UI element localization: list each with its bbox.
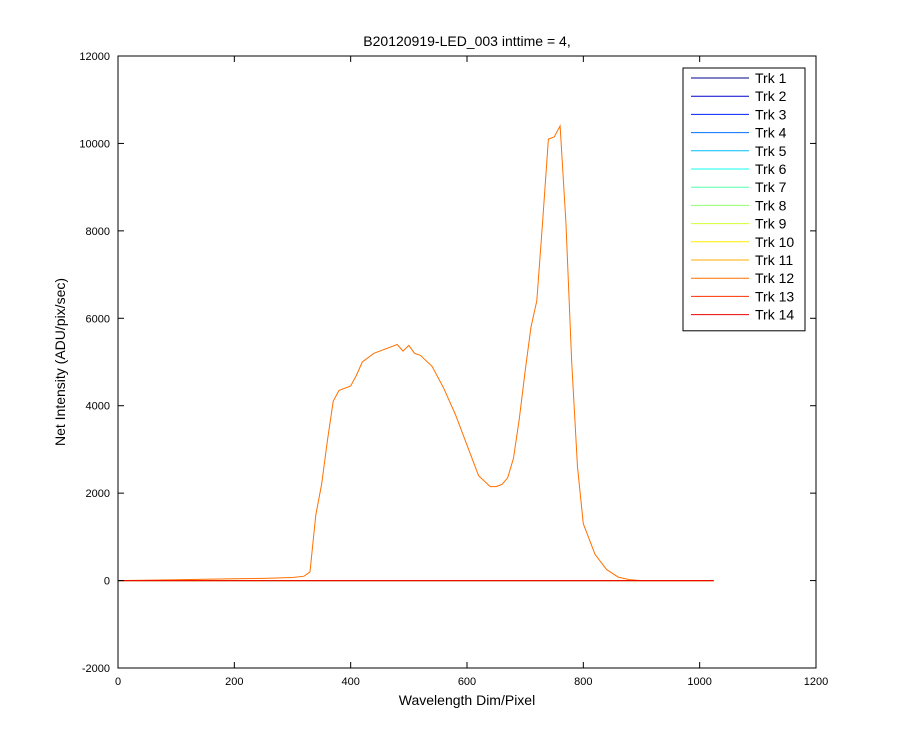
x-tick-label: 1000 [687, 676, 711, 688]
x-tick-label: 400 [341, 676, 359, 688]
x-tick-label: 0 [115, 676, 121, 688]
y-tick-label: 0 [104, 576, 110, 588]
x-tick-label: 200 [225, 676, 243, 688]
y-tick-label: 8000 [86, 226, 110, 238]
y-tick-label: 10000 [79, 138, 110, 150]
x-tick-label: 800 [574, 676, 592, 688]
legend-box [682, 67, 806, 332]
legend-label: Trk 1 [755, 70, 787, 86]
legend-label: Trk 9 [755, 216, 787, 232]
legend-label: Trk 10 [755, 234, 794, 250]
legend: Trk 1 Trk 2 Trk 3 Trk 4 Trk 5 Trk 6 Trk 7 Trk 8… [682, 67, 806, 332]
series-layer [117, 124, 714, 582]
y-tick-label: 4000 [86, 401, 110, 413]
legend-label: Trk 11 [755, 252, 793, 268]
legend-label: Trk 12 [755, 270, 794, 286]
legend-label: Trk 14 [755, 307, 794, 323]
x-axis: 0 200 400 600 800 1000 1200 [115, 56, 828, 688]
series-line-trk-12 [117, 124, 714, 582]
y-tick-label: 2000 [86, 488, 110, 500]
y-tick-label: 12000 [79, 51, 110, 63]
chart-title: B20120919-LED_003 inttime = 4, [363, 33, 570, 49]
legend-label: Trk 2 [755, 88, 787, 104]
legend-label: Trk 4 [755, 125, 787, 141]
legend-label: Trk 7 [755, 179, 787, 195]
legend-label: Trk 3 [755, 106, 787, 122]
y-axis: -2000 0 2000 4000 6000 8000 10000 12000 [79, 51, 816, 675]
x-tick-label: 600 [458, 676, 476, 688]
legend-label: Trk 6 [755, 161, 787, 177]
x-axis-label: Wavelength Dim/Pixel [399, 692, 535, 708]
legend-label: Trk 8 [755, 197, 787, 213]
x-tick-label: 1200 [804, 676, 828, 688]
legend-label: Trk 13 [755, 288, 794, 304]
y-axis-label: Net Intensity (ADU/pix/sec) [52, 278, 68, 446]
y-tick-label: -2000 [82, 663, 110, 675]
legend-label: Trk 5 [755, 143, 787, 159]
y-tick-label: 6000 [86, 313, 110, 325]
